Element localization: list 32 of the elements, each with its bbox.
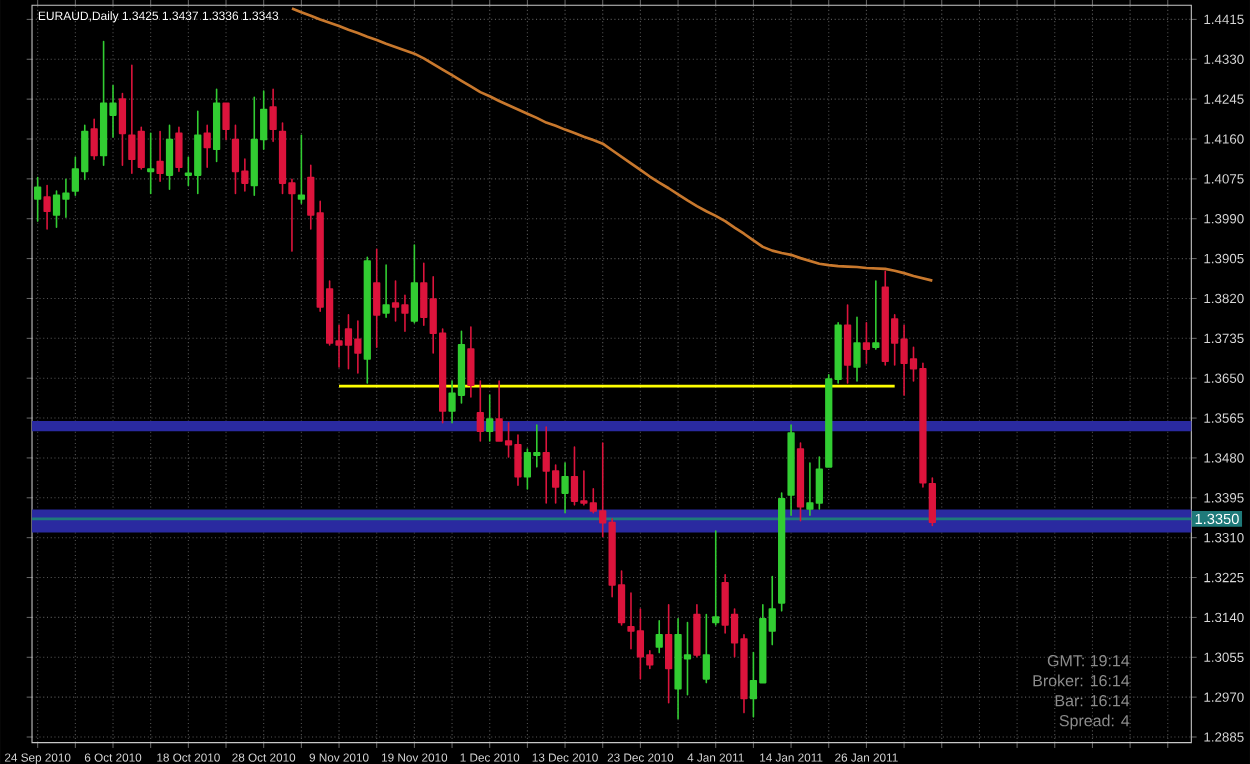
candlestick <box>486 394 494 442</box>
candlestick <box>363 256 371 384</box>
candlestick <box>561 462 569 514</box>
candlestick <box>843 304 852 384</box>
candlestick <box>175 126 183 173</box>
candlestick <box>231 124 240 195</box>
candlestick <box>778 492 786 612</box>
candlestick <box>410 244 418 324</box>
candlestick <box>796 442 805 522</box>
candlestick <box>43 184 51 230</box>
candlestick <box>222 102 230 141</box>
candlestick <box>693 603 701 658</box>
candlestick <box>203 124 211 168</box>
candlestick <box>156 130 164 183</box>
candlestick <box>212 88 221 163</box>
candlestick <box>269 88 277 143</box>
candlestick <box>118 92 127 167</box>
candlestick <box>373 248 381 349</box>
candlestick <box>853 316 861 382</box>
candlestick <box>90 118 98 160</box>
candlestick <box>872 280 880 350</box>
candlestick <box>382 264 390 319</box>
candlestick <box>467 326 475 398</box>
candlestick <box>787 424 795 516</box>
candlestick <box>655 619 663 654</box>
candlestick <box>476 380 484 442</box>
text: Broker: 16:14 <box>1033 674 1130 687</box>
text: Bar: 16:14 <box>1055 695 1130 707</box>
candlestick <box>165 124 174 190</box>
text: Spread: 4 <box>1059 714 1130 730</box>
text: GMT: 19:14 <box>1047 655 1130 667</box>
candlestick <box>712 530 720 626</box>
